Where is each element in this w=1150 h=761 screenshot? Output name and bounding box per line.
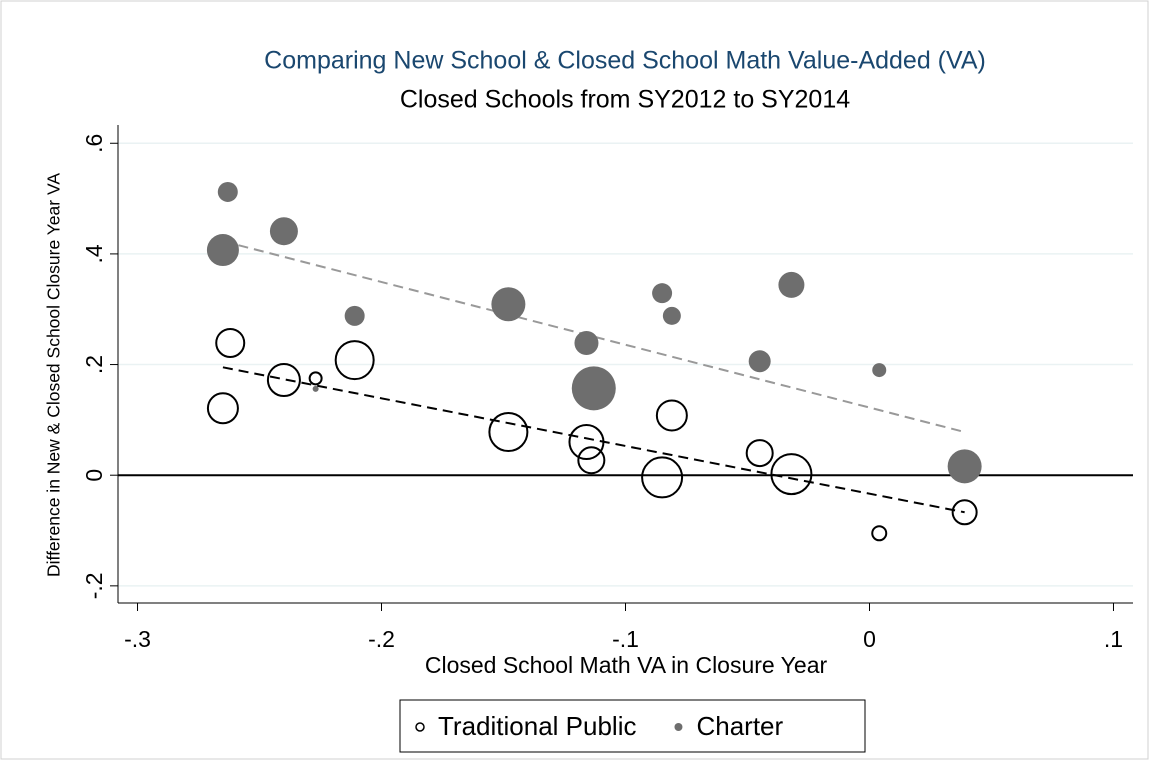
bubble (574, 330, 599, 355)
legend-marker (415, 722, 425, 732)
bubble (308, 371, 323, 386)
bubble (872, 363, 887, 378)
bubble (217, 181, 238, 202)
bubble (266, 363, 301, 398)
bubble (745, 439, 774, 468)
bubble (770, 453, 813, 496)
bubble (312, 385, 319, 392)
bubble (206, 234, 239, 267)
bubble (778, 271, 805, 298)
x-axis-label: Closed School Math VA in Closure Year (425, 652, 828, 678)
y-tick-label: .6 (81, 134, 107, 153)
x-tick-label: .1 (1104, 626, 1123, 652)
bubble (652, 283, 673, 304)
legend-label: Traditional Public (438, 711, 636, 741)
bubble (641, 456, 684, 499)
bubble (662, 306, 681, 325)
legend-label: Charter (696, 711, 783, 741)
chart-title: Comparing New School & Closed School Mat… (264, 47, 986, 75)
bubble (269, 217, 298, 246)
legend-box (399, 699, 866, 753)
bubble (568, 424, 605, 461)
bubble (488, 412, 529, 453)
y-tick-label: .2 (81, 355, 107, 374)
bubble (334, 340, 375, 381)
bubble (655, 399, 688, 432)
bubble (215, 327, 246, 358)
bubble (748, 350, 771, 373)
x-tick-label: 0 (863, 626, 876, 652)
y-tick-label: -.2 (81, 572, 107, 599)
y-axis-label: Difference in New & Closed School Closur… (44, 173, 64, 577)
fit-line (222, 366, 965, 514)
bubble (344, 305, 365, 326)
bubble (206, 392, 239, 425)
bubble (871, 525, 888, 542)
x-tick-label: -.3 (124, 626, 151, 652)
chart-subtitle: Closed Schools from SY2012 to SY2014 (400, 86, 850, 114)
x-tick-label: -.2 (368, 626, 395, 652)
x-tick-label: -.1 (612, 626, 639, 652)
bubble (951, 499, 978, 526)
legend-marker (674, 723, 683, 731)
bubble (491, 287, 526, 322)
bubble (571, 366, 616, 411)
legend: Traditional Public Charter (399, 699, 866, 753)
bubble (577, 446, 606, 475)
bubble (947, 449, 982, 484)
y-tick-label: .4 (81, 244, 107, 263)
y-tick-label: 0 (81, 469, 107, 482)
